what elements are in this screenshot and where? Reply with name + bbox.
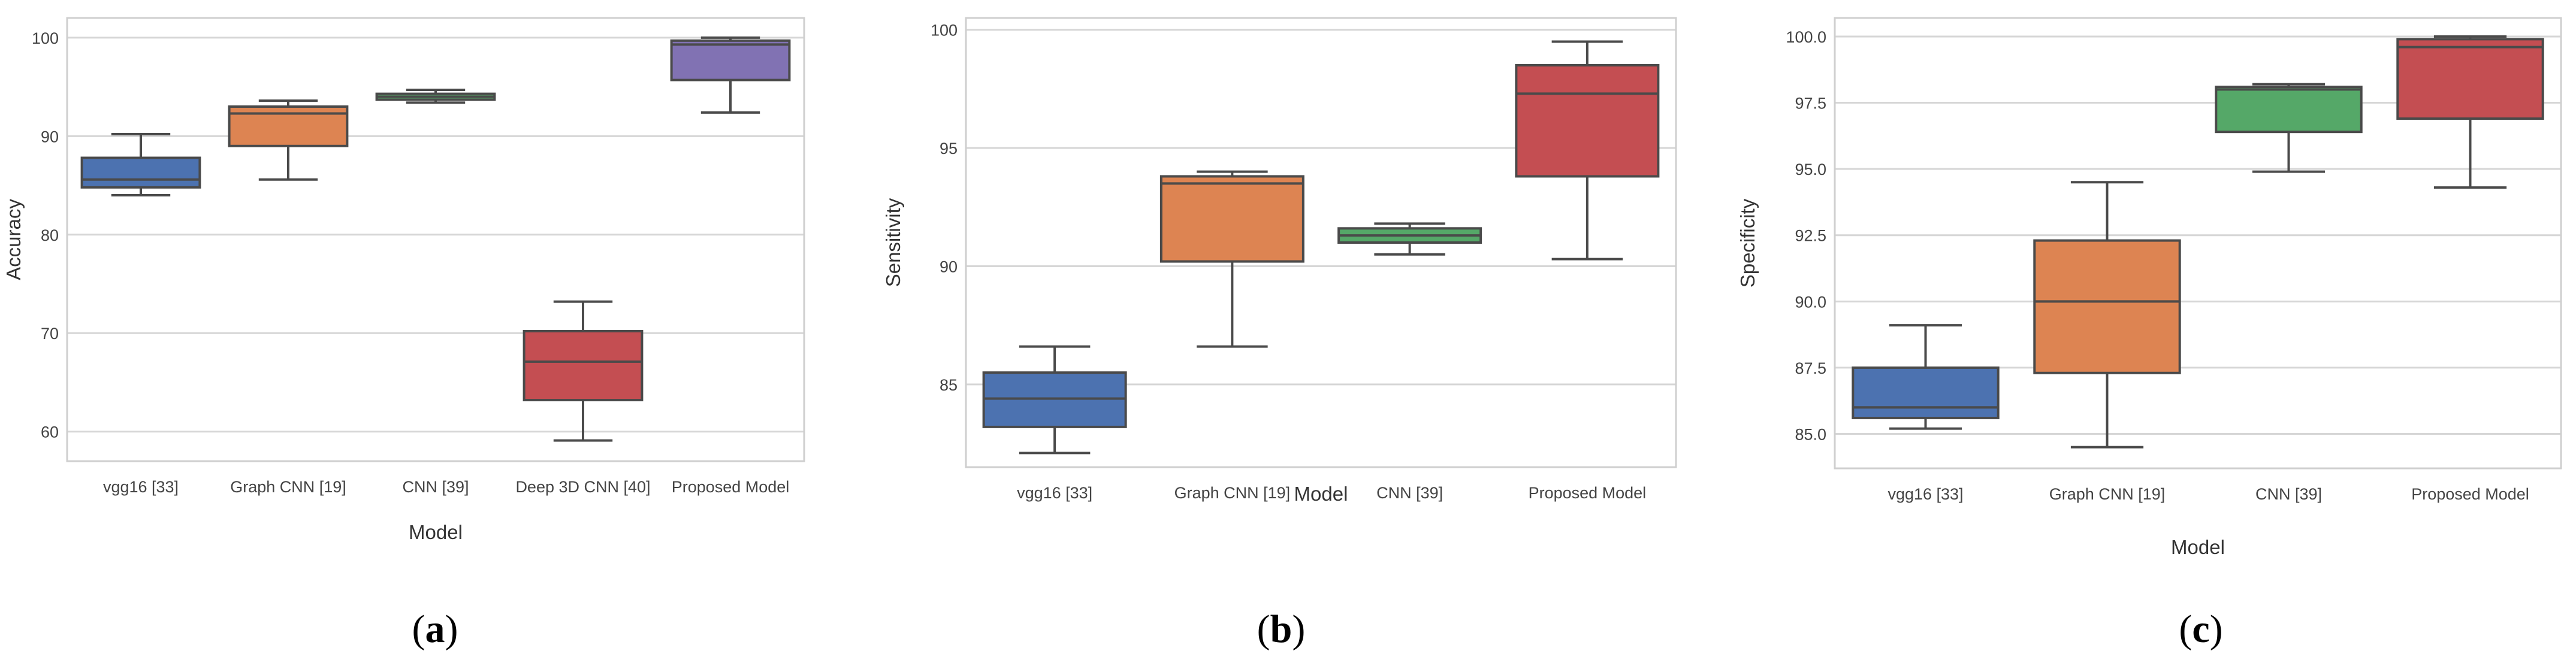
- y-tick-label: 92.5: [1795, 227, 1826, 245]
- y-tick-label: 85.0: [1795, 425, 1826, 443]
- box-0: [1852, 324, 2000, 430]
- box-iqr: [523, 329, 644, 402]
- box-3: [1515, 40, 1660, 261]
- x-tick-label: CNN [39]: [2255, 485, 2322, 503]
- x-tick-label: Graph CNN [19]: [230, 478, 346, 496]
- y-tick-label: 90.0: [1795, 293, 1826, 311]
- y-tick-label: 100: [32, 29, 59, 47]
- box-iqr: [2396, 38, 2544, 120]
- y-axis-label: Accuracy: [2, 199, 25, 280]
- box-4: [670, 36, 791, 114]
- box-2: [1337, 222, 1482, 256]
- plot-frame: [1834, 17, 2562, 470]
- box-2: [375, 89, 496, 104]
- x-axis-label: Model: [1294, 483, 1348, 505]
- y-tick-label: 95: [940, 140, 958, 158]
- caption-letter: b: [1270, 607, 1292, 651]
- x-tick-label: vgg16 [33]: [103, 478, 179, 496]
- box-3: [2396, 35, 2544, 189]
- x-axis-label: Model: [2171, 536, 2225, 558]
- y-tick-label: 60: [41, 423, 59, 441]
- x-tick-label: Deep 3D CNN [40]: [515, 478, 650, 496]
- box-iqr: [670, 39, 791, 81]
- y-axis-label: Specificity: [1737, 198, 1759, 287]
- plot-area: [67, 18, 804, 461]
- panel-caption: (c): [2179, 607, 2222, 651]
- y-tick-label: 100: [931, 22, 958, 40]
- y-tick-label: 80: [41, 226, 59, 244]
- x-tick-label: vgg16 [33]: [1888, 485, 1963, 503]
- box-iqr: [80, 156, 201, 189]
- box-1: [2033, 181, 2181, 449]
- x-tick-label: vgg16 [33]: [1017, 484, 1092, 502]
- box-iqr: [1515, 63, 1660, 178]
- chart-panel-c: 85.0 87.5 90.0 92.5 95.0 97.5 100.0 vgg16 [33] G…: [1737, 17, 2562, 651]
- x-tick-label: Graph CNN [19]: [1174, 484, 1291, 502]
- y-tick-label: 70: [41, 325, 59, 343]
- y-tick-label: 87.5: [1795, 359, 1826, 377]
- chart-panel-b: 85 90 95 100 vgg16 [33] Graph CNN [19] CNN [39…: [882, 17, 1677, 651]
- box-0: [80, 133, 201, 196]
- caption-letter: a: [425, 607, 445, 651]
- plot-frame: [66, 17, 805, 462]
- y-tick-label: 90: [41, 128, 59, 146]
- y-axis-label: Sensitivity: [882, 198, 904, 287]
- box-2: [2215, 83, 2363, 173]
- box-iqr: [2215, 86, 2363, 134]
- box-iqr: [1159, 175, 1304, 263]
- y-tick-label: 90: [940, 258, 958, 275]
- y-tick-label: 100.0: [1786, 28, 1826, 46]
- plot-frame: [965, 17, 1677, 468]
- y-tick-label: 95.0: [1795, 161, 1826, 178]
- box-1: [1159, 170, 1304, 348]
- caption-letter: c: [2192, 607, 2209, 651]
- y-tick-label: 85: [940, 376, 958, 394]
- box-iqr: [1852, 366, 2000, 419]
- x-tick-label: Proposed Model: [1529, 484, 1647, 502]
- x-axis-label: Model: [409, 521, 463, 543]
- x-tick-label: Proposed Model: [2411, 485, 2529, 503]
- x-tick-label: Graph CNN [19]: [2049, 485, 2166, 503]
- box-1: [228, 99, 349, 181]
- y-tick-label: 97.5: [1795, 95, 1826, 113]
- x-tick-label: Proposed Model: [672, 478, 790, 496]
- panel-caption: (b): [1257, 607, 1306, 651]
- chart-panel-a: 60 70 80 90 100 vgg16 [33] Graph CNN [19] CNN […: [2, 17, 805, 651]
- panel-caption: (a): [412, 607, 458, 651]
- box-0: [982, 345, 1127, 455]
- box-3: [523, 300, 644, 442]
- box-iqr: [2033, 239, 2181, 374]
- x-tick-label: CNN [39]: [1376, 484, 1443, 502]
- x-tick-label: CNN [39]: [402, 478, 469, 496]
